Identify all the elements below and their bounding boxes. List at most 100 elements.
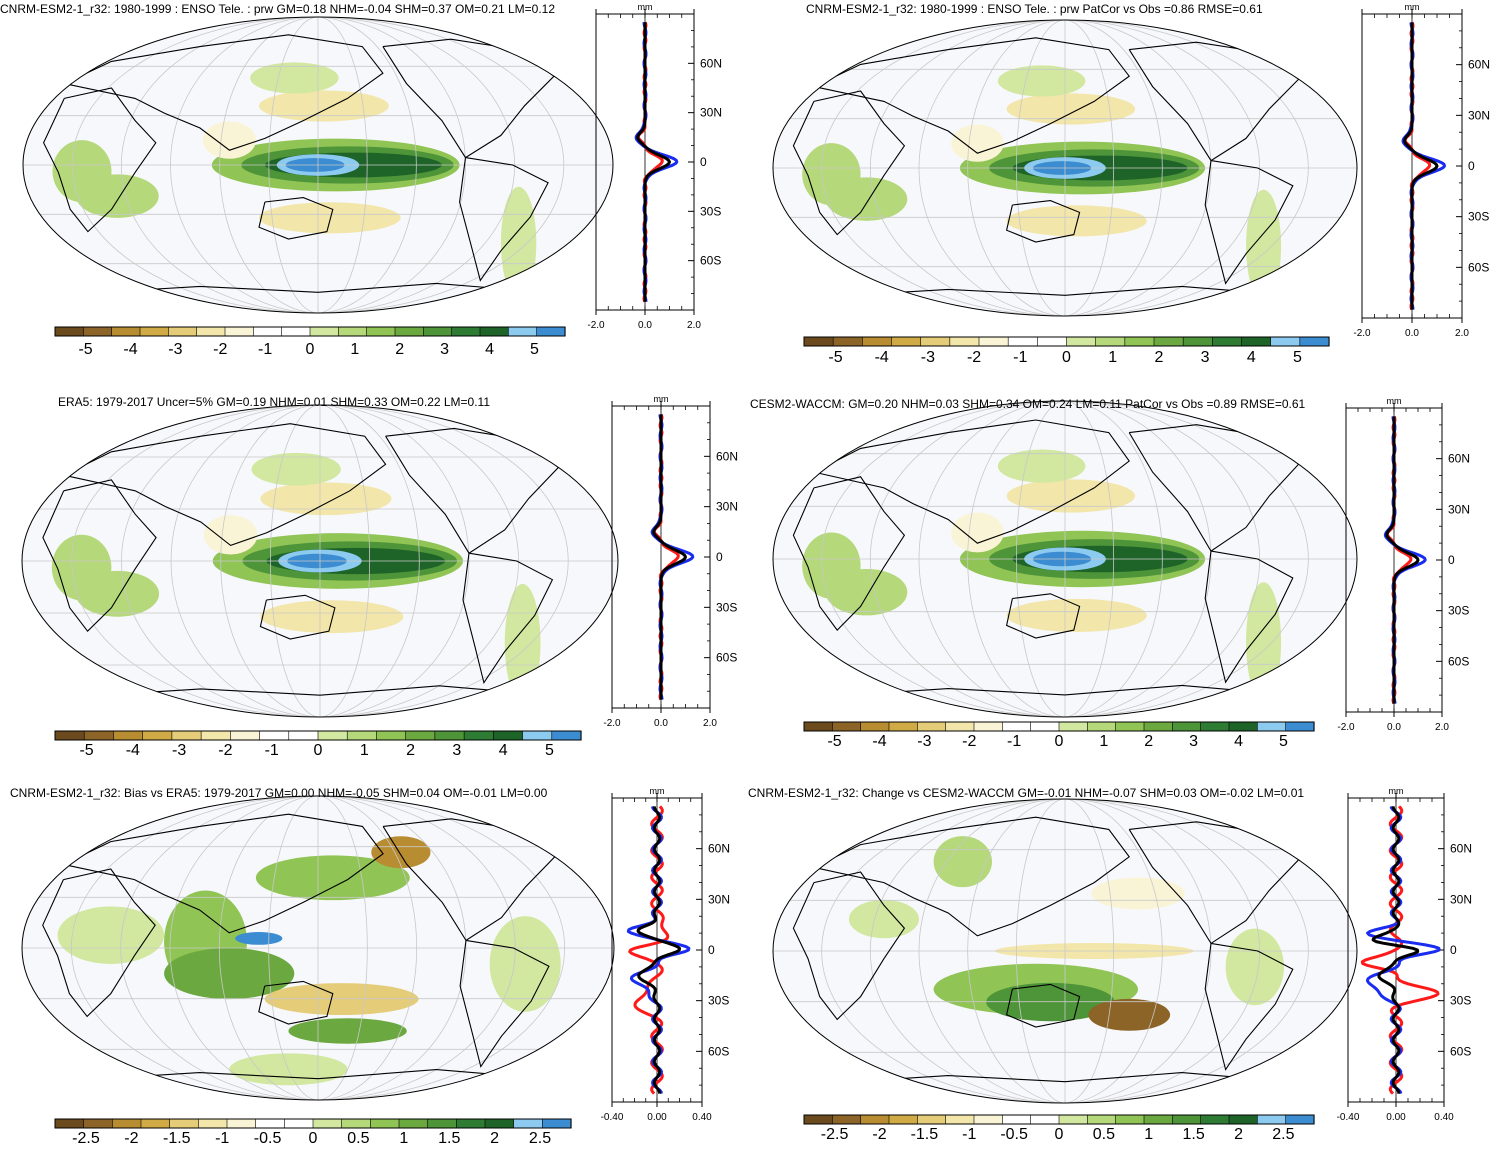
colorbar-swatch bbox=[1299, 336, 1330, 347]
profile-x-tick: 2.0 bbox=[1455, 328, 1469, 339]
meridian bbox=[1015, 799, 1066, 1103]
colorbar-label: 5 bbox=[530, 341, 539, 358]
map-outline bbox=[22, 16, 614, 314]
coastline bbox=[63, 813, 384, 934]
profile-lat-tick: 30S bbox=[708, 994, 729, 1008]
meridian bbox=[319, 405, 520, 717]
coastline bbox=[42, 868, 156, 1018]
profile-lat-tick: 60S bbox=[700, 254, 721, 268]
coastline bbox=[1204, 160, 1294, 285]
coastline bbox=[1128, 821, 1300, 945]
panel-title: CESM2-WACCM: GM=0.20 NHM=0.03 SHM=0.34 O… bbox=[750, 397, 1306, 411]
profile-x-tick: -0.40 bbox=[1337, 1112, 1360, 1123]
colorbar-swatch bbox=[1172, 1114, 1202, 1125]
coastline bbox=[42, 87, 157, 233]
colorbar-swatch bbox=[398, 1118, 429, 1129]
field-anomaly-patch bbox=[500, 186, 537, 299]
colorbar-swatch bbox=[949, 336, 980, 347]
field-anomaly-patch bbox=[203, 515, 258, 555]
colorbar-label: -1.5 bbox=[911, 1126, 939, 1143]
colorbar-swatch bbox=[1030, 1114, 1060, 1125]
meridian bbox=[1064, 20, 1115, 316]
colorbar-label: 3 bbox=[1201, 349, 1210, 366]
field-anomaly-patch bbox=[997, 449, 1086, 483]
meridian bbox=[219, 17, 319, 313]
colorbar-swatch bbox=[312, 1118, 343, 1129]
profile-ocean-line bbox=[636, 21, 664, 303]
colorbar-label: 1.5 bbox=[438, 1130, 460, 1147]
colorbar-swatch bbox=[140, 1118, 171, 1129]
colorbar-label: 1 bbox=[1108, 349, 1117, 366]
profile-lat-tick: 60N bbox=[1450, 842, 1472, 856]
colorbar-swatch bbox=[338, 326, 368, 337]
meridian bbox=[317, 17, 368, 313]
field-anomaly-patch bbox=[259, 90, 389, 122]
colorbar-label: 2.5 bbox=[1272, 1126, 1294, 1143]
colorbar-swatch bbox=[513, 1118, 543, 1129]
profile-lat-tick: 60S bbox=[1468, 260, 1489, 274]
colorbar-swatch bbox=[288, 730, 319, 741]
colorbar-label: 0 bbox=[1062, 349, 1071, 366]
profile-x-tick: -2.0 bbox=[1353, 328, 1371, 339]
colorbar-swatch bbox=[1115, 721, 1145, 732]
colorbar-frame bbox=[54, 326, 566, 337]
graticule bbox=[773, 799, 1357, 1103]
colorbar-label: 0 bbox=[1055, 1126, 1064, 1143]
colorbar-swatch bbox=[1212, 336, 1243, 347]
map-outline bbox=[21, 404, 619, 718]
colorbar-swatch bbox=[54, 326, 84, 337]
colorbar-swatch bbox=[1153, 336, 1184, 347]
graticule bbox=[23, 17, 613, 313]
field-anomaly-patch bbox=[951, 512, 1004, 553]
colorbar-swatch bbox=[891, 336, 922, 347]
colorbar-label: -1 bbox=[1007, 733, 1021, 750]
colorbar-label: 1 bbox=[350, 341, 359, 358]
colorbar-swatch bbox=[862, 336, 893, 347]
colorbar-frame bbox=[803, 1114, 1315, 1125]
meridian bbox=[821, 401, 1066, 717]
field-anomaly-patch bbox=[1225, 928, 1285, 1006]
meridian bbox=[1015, 20, 1066, 316]
colorbar-swatch bbox=[83, 1118, 113, 1129]
profile-lat-tick: 60N bbox=[1448, 452, 1470, 466]
colorbar-label: 3 bbox=[440, 341, 449, 358]
colorbar-swatch bbox=[917, 1114, 947, 1125]
coastline bbox=[1128, 41, 1300, 162]
colorbar-swatch bbox=[484, 1118, 515, 1129]
colorbar-swatch bbox=[54, 1118, 85, 1129]
field-anomaly-patch bbox=[1091, 877, 1185, 910]
profile-lat-tick: 60S bbox=[708, 1044, 729, 1058]
panel-title: ERA5: 1979-2017 Uncer=5% GM=0.19 NHM=0.0… bbox=[58, 395, 491, 409]
colorbar-label: 1 bbox=[399, 1130, 408, 1147]
meridian bbox=[71, 405, 321, 717]
profile-lat-tick: 30S bbox=[700, 204, 721, 218]
field-anomaly-patch bbox=[1006, 205, 1147, 237]
meridian bbox=[1064, 401, 1212, 717]
colorbar: -2.5 -2 -1.5 -1 -0.5 0 0.5 1 1.5 2 2.5 bbox=[803, 1114, 1315, 1143]
colorbar-swatch bbox=[1228, 721, 1258, 732]
zonal-profile: mm -2.0 0.0 2.0 60N 30N 0 30S 60S bbox=[1353, 2, 1490, 339]
panel-title: CNRM-ESM2-1_r32: 1980-1999 : ENSO Tele. … bbox=[0, 2, 556, 16]
coastline bbox=[382, 38, 555, 159]
colorbar-label: -4 bbox=[126, 742, 140, 759]
colorbar-label: 5 bbox=[1293, 349, 1302, 366]
colorbar-label: 2 bbox=[1154, 349, 1163, 366]
colorbar-label: -1 bbox=[215, 1130, 229, 1147]
colorbar-swatch bbox=[973, 721, 1003, 732]
colorbar-swatch bbox=[1058, 721, 1088, 732]
colorbar-swatch bbox=[493, 730, 524, 741]
colorbar-label: 5 bbox=[1279, 733, 1288, 750]
meridian bbox=[821, 20, 1066, 316]
coastline bbox=[459, 157, 549, 282]
meridian bbox=[121, 17, 319, 313]
zonal-profile: mm -2.0 0.0 2.0 60N 30N 0 30S 60S bbox=[1337, 396, 1470, 733]
colorbar-swatch bbox=[171, 730, 202, 741]
field-anomaly-patch bbox=[235, 932, 283, 945]
coastline bbox=[462, 552, 554, 685]
graticule bbox=[22, 405, 618, 717]
meridian bbox=[870, 401, 1066, 717]
panel-p6: -2.5 -2 -1.5 -1 -0.5 0 0.5 1 1.5 2 2.5 mm -0.40 0.00 0… bbox=[772, 786, 1472, 1143]
colorbar-swatch bbox=[111, 326, 141, 337]
colorbar-swatch bbox=[1285, 721, 1315, 732]
coastline bbox=[792, 871, 906, 1021]
